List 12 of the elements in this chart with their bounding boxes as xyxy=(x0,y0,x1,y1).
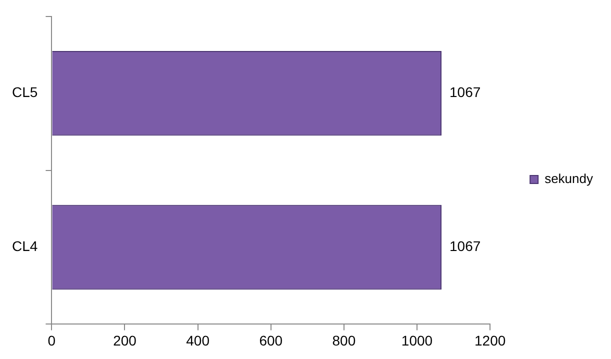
x-tick-label: 400 xyxy=(186,332,210,348)
data-label: 1067 xyxy=(449,84,481,100)
x-tick-label: 200 xyxy=(113,332,137,348)
x-tick-label: 0 xyxy=(48,332,56,348)
x-tick-label: 800 xyxy=(332,332,356,348)
x-tick-label: 1000 xyxy=(401,332,433,348)
data-label: 1067 xyxy=(449,238,481,254)
y-tick-label: CL5 xyxy=(12,84,38,100)
x-tick-label: 1200 xyxy=(474,332,506,348)
y-tick-label: CL4 xyxy=(12,238,38,254)
legend-label: sekundy xyxy=(544,171,594,186)
x-tick-label: 600 xyxy=(259,332,283,348)
